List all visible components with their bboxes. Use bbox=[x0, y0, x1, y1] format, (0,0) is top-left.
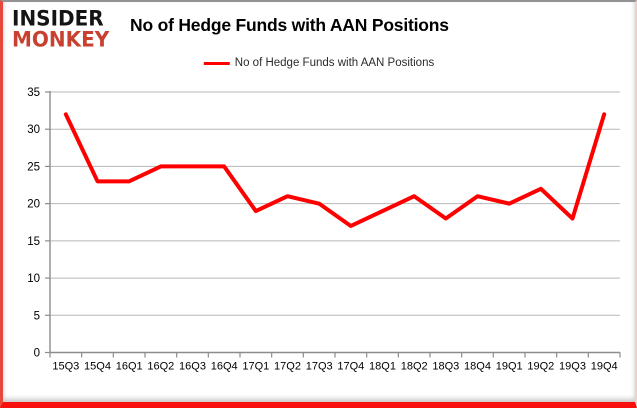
y-axis-label: 10 bbox=[27, 273, 40, 285]
y-axis-label: 20 bbox=[27, 199, 40, 211]
x-axis-label: 16Q2 bbox=[147, 361, 174, 373]
x-axis-label: 19Q2 bbox=[527, 361, 554, 373]
x-axis-label: 17Q2 bbox=[274, 361, 301, 373]
y-axis-label: 5 bbox=[34, 310, 40, 322]
series-line bbox=[63, 112, 607, 228]
y-axis-label: 25 bbox=[27, 161, 40, 173]
x-axis-label: 17Q4 bbox=[337, 361, 364, 373]
x-axis-label: 18Q1 bbox=[369, 361, 396, 373]
x-axis-label: 16Q4 bbox=[211, 361, 238, 373]
x-axis-label: 18Q3 bbox=[432, 361, 459, 373]
legend-label: No of Hedge Funds with AAN Positions bbox=[234, 57, 435, 69]
x-axis-label: 18Q2 bbox=[401, 361, 428, 373]
x-axis-label: 18Q4 bbox=[464, 361, 491, 373]
y-axis-label: 30 bbox=[27, 124, 40, 136]
y-axis-label: 0 bbox=[34, 348, 40, 360]
x-axis-label: 19Q4 bbox=[591, 361, 618, 373]
x-axis-label: 17Q1 bbox=[242, 361, 269, 373]
x-axis-label: 19Q1 bbox=[496, 361, 523, 373]
y-axis-label: 15 bbox=[27, 236, 40, 248]
logo-text-insider: INSIDER bbox=[12, 5, 104, 31]
x-axis-label: 15Q4 bbox=[84, 361, 111, 373]
x-axis-label: 17Q3 bbox=[306, 361, 333, 373]
legend-line-swatch bbox=[203, 61, 230, 65]
x-axis-label: 19Q3 bbox=[559, 361, 586, 373]
insider-monkey-logo: INSIDER MONKEY bbox=[12, 5, 110, 52]
logo-text-monkey: MONKEY bbox=[12, 26, 110, 52]
x-axis-label: 16Q1 bbox=[116, 361, 143, 373]
chart-canvas: 0 5 10 15 20 25 30 35 15Q3 15Q4 16Q1 16Q2 16Q3 16Q4 17… bbox=[27, 87, 621, 373]
x-axis-label: 15Q3 bbox=[52, 361, 79, 373]
y-axis-label: 35 bbox=[27, 87, 40, 99]
legend: No of Hedge Funds with AAN Positions bbox=[203, 57, 435, 69]
x-axis-label: 16Q3 bbox=[179, 361, 206, 373]
chart-title: No of Hedge Funds with AAN Positions bbox=[130, 15, 449, 35]
